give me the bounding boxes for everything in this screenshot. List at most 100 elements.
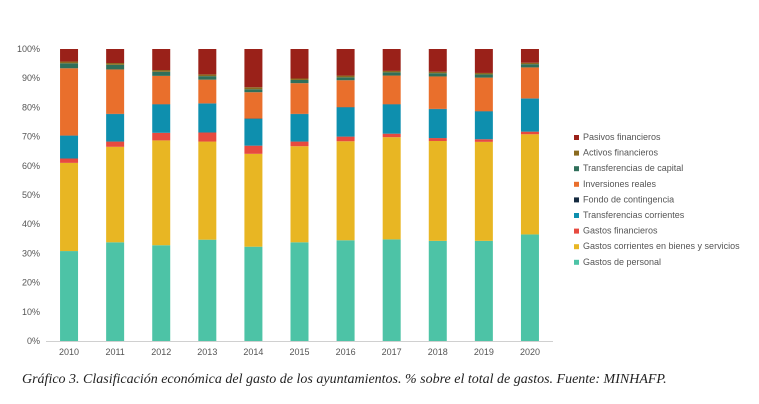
bar-stack-2015 [290,49,309,341]
bar-segment [290,114,309,142]
legend-label: Gastos financieros [583,226,658,236]
bar-segment [198,132,217,142]
bar-segment [60,135,79,159]
bar-segment [428,138,447,141]
bar-segment [198,239,217,341]
bar-segment [152,70,171,72]
bar-segment [520,131,539,135]
legend-swatch [574,228,579,234]
bar-stack-2012 [152,49,171,341]
bar-segment [382,49,401,71]
bar-segment [290,78,309,80]
legend-item: Activos financieros [574,148,659,158]
bar-segment [336,75,355,78]
bar-segment [336,240,355,341]
bar-segment [428,76,447,109]
legend-label: Transferencias de capital [583,163,683,173]
x-tick-label: 2015 [289,347,309,357]
bar-segment [474,141,493,241]
bar-segment [474,77,493,112]
legend-label: Inversiones reales [583,179,657,189]
bar-segment [520,64,539,68]
legend-item: Pasivos financieros [574,132,661,142]
legend-swatch [574,135,579,140]
bar-segment [474,49,493,73]
y-tick-label: 80% [22,102,40,112]
bar-segment [60,63,79,69]
legend-swatch [574,197,579,203]
bar-segment [520,67,539,99]
bar-segment [60,158,79,163]
legend: Pasivos financieros Activos financieros Tr… [574,132,740,267]
bar-segment [428,73,447,77]
bar-segment [382,75,401,105]
bar-segment [428,240,447,341]
legend-item: Transferencias corrientes [574,210,685,220]
legend-label: Gastos de personal [583,257,661,267]
bar-segment [106,146,125,243]
bar-segment [152,49,171,71]
x-tick-label: 2019 [474,347,494,357]
legend-swatch [574,213,579,218]
bar-segment [106,141,125,147]
bar-segment [60,162,79,252]
legend-item: Transferencias de capital [574,163,683,173]
legend-swatch [574,259,579,265]
bar-segment [152,245,171,341]
y-axis: 0% 10% 20% 30% 40% 50% 60% 70% 80% 90% 100% [17,44,40,346]
x-tick-label: 2012 [151,347,171,357]
bar-segment [336,136,355,142]
bar-segment [428,49,447,72]
bar-segment [382,104,401,134]
legend-item: Fondo de contingencia [574,194,674,204]
bar-segment [520,98,539,132]
bar-segment [428,71,447,74]
x-tick-label: 2016 [336,347,356,357]
bar-segment [382,70,401,73]
bar-segment [382,137,401,240]
bar-segment [60,68,79,136]
legend-label: Activos financieros [583,148,659,158]
bar-segment [198,49,217,75]
x-tick-label: 2018 [428,347,448,357]
y-tick-label: 0% [27,336,40,346]
y-tick-label: 10% [22,307,40,317]
bar-segment [152,132,171,141]
bar-segment [336,77,355,81]
bar-segment [290,83,309,114]
bar-segment [382,239,401,341]
legend-item: Gastos financieros [574,226,658,236]
legend-item: Gastos corrientes en bienes y servicios [574,241,740,251]
bar-segment [382,133,401,138]
y-tick-label: 100% [17,44,40,54]
chart-caption: Gráfico 3. Clasificación económica del g… [22,372,667,387]
bar-segment [290,49,309,79]
y-tick-label: 90% [22,73,40,83]
bar-segment [106,63,125,65]
bar-segment [290,242,309,341]
bar-segment [474,139,493,142]
bar-stack-2014 [244,49,263,341]
y-tick-label: 50% [22,190,40,200]
bar-stack-2018 [428,49,447,341]
bar-stack-2013 [198,49,217,341]
x-tick-label: 2010 [59,347,79,357]
legend-item: Inversiones reales [574,179,657,189]
y-tick-label: 60% [22,161,40,171]
bar-segment [382,72,401,76]
bar-segment [152,104,171,133]
y-tick-label: 30% [22,248,40,258]
bar-segment [336,141,355,241]
legend-swatch [574,166,579,172]
bar-segment [474,240,493,341]
bar-segment [520,234,539,341]
bar-stack-2011 [106,49,125,341]
bar-segment [290,141,309,147]
bar-segment [474,74,493,78]
bar-segment [60,251,79,341]
x-tick-label: 2020 [520,347,540,357]
bar-segment [106,49,125,64]
x-tick-label: 2014 [243,347,263,357]
bar-segment [152,75,171,105]
